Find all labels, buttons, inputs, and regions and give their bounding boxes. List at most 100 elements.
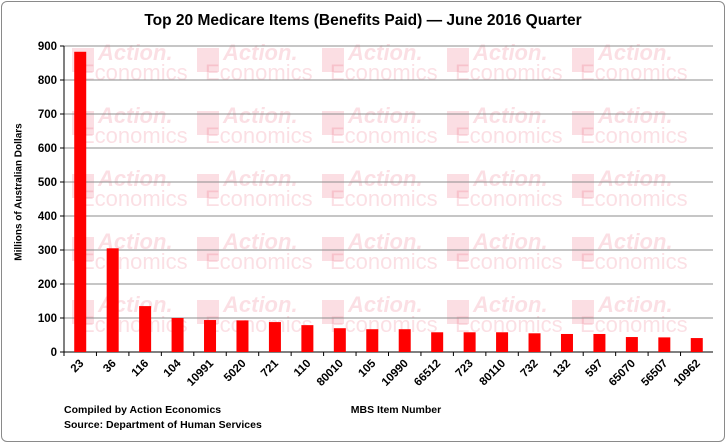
watermark-text-economics: Economics [330, 186, 438, 211]
watermark-logo [447, 111, 469, 135]
watermark-text-action: Action. [597, 40, 673, 65]
watermark-text-action: Action. [222, 103, 298, 128]
compiled-by-note: Compiled by Action Economics [64, 404, 222, 416]
bar [139, 306, 152, 352]
watermark-text-action: Action. [347, 103, 423, 128]
watermark-text-action: Action. [347, 40, 423, 65]
y-tick-label: 800 [38, 75, 57, 87]
watermark-text-action: Action. [97, 166, 173, 191]
x-tick-label: 116 [130, 358, 152, 380]
watermark-text-economics: Economics [330, 249, 438, 274]
y-tick-label: 400 [38, 211, 57, 223]
x-tick-label: 56507 [639, 358, 670, 389]
bar [106, 248, 119, 352]
watermark-text-action: Action. [347, 166, 423, 191]
x-tick-label: 132 [551, 358, 573, 380]
bar [496, 332, 509, 352]
watermark-text-economics: Economics [330, 312, 438, 337]
watermark-logo [197, 237, 219, 261]
watermark-text-economics: Economics [80, 60, 188, 85]
y-tick-label: 300 [38, 245, 57, 257]
x-tick-label: 732 [519, 358, 541, 380]
watermark-text-action: Action. [347, 292, 423, 317]
x-tick-label: 80110 [478, 358, 509, 389]
watermark-text-action: Action. [597, 292, 673, 317]
watermark-text-economics: Economics [205, 60, 313, 85]
x-tick-label: 66512 [412, 358, 443, 389]
watermark-text-economics: Economics [80, 312, 188, 337]
watermark-text-economics: Economics [455, 249, 563, 274]
watermark-logo [572, 237, 594, 261]
watermark-text-economics: Economics [80, 186, 188, 211]
watermark-text-economics: Economics [455, 60, 563, 85]
watermark-text-action: Action. [472, 40, 548, 65]
y-tick-label: 600 [38, 143, 57, 155]
bar [204, 320, 217, 352]
bar [658, 337, 671, 352]
x-tick-label: 721 [259, 357, 281, 379]
chart-title: Top 20 Medicare Items (Benefits Paid) — … [144, 12, 582, 29]
watermark-text-action: Action. [222, 40, 298, 65]
watermark-text-economics: Economics [205, 186, 313, 211]
watermark-text-economics: Economics [80, 123, 188, 148]
bar [690, 338, 703, 352]
watermark-text-economics: Economics [580, 312, 688, 337]
bar [398, 329, 411, 352]
x-tick-label: 65070 [607, 358, 638, 389]
watermark-text-economics: Economics [80, 249, 188, 274]
watermark-logo [447, 237, 469, 261]
watermark-text-economics: Economics [205, 123, 313, 148]
bar [528, 333, 541, 352]
watermark-text-action: Action. [97, 40, 173, 65]
watermark-logo [572, 48, 594, 72]
watermark-text-action: Action. [472, 166, 548, 191]
bar [431, 332, 444, 352]
watermark-logo [572, 111, 594, 135]
y-tick-label: 100 [38, 313, 57, 325]
watermark-text-economics: Economics [205, 312, 313, 337]
watermark-logo [322, 48, 344, 72]
watermark-text-economics: Economics [580, 123, 688, 148]
y-tick-label: 500 [38, 177, 57, 189]
x-tick-label: 104 [162, 357, 184, 379]
watermark-logo [447, 48, 469, 72]
y-tick-label: 0 [51, 347, 57, 359]
watermark-text-economics: Economics [330, 123, 438, 148]
watermark-text-action: Action. [597, 103, 673, 128]
watermark-logo [197, 48, 219, 72]
bar [625, 337, 638, 352]
watermark-logo [322, 111, 344, 135]
x-tick-label: 80010 [315, 358, 346, 389]
x-tick-label: 597 [583, 358, 605, 380]
watermark-text-action: Action. [222, 292, 298, 317]
watermark-logo [322, 237, 344, 261]
y-tick-label: 700 [38, 109, 57, 121]
watermark-text-action: Action. [472, 103, 548, 128]
x-tick-label: 105 [356, 357, 378, 379]
watermark-logo [572, 174, 594, 198]
x-tick-label: 10991 [185, 357, 217, 389]
x-tick-label: 10962 [672, 358, 703, 389]
watermark-text-economics: Economics [580, 60, 688, 85]
y-tick-label: 900 [38, 41, 57, 53]
bar [301, 325, 314, 352]
x-tick-label: 5020 [222, 358, 249, 385]
bar [560, 333, 573, 352]
source-note: Source: Department of Human Services [64, 419, 262, 431]
watermark-text-economics: Economics [205, 249, 313, 274]
watermark-text-action: Action. [597, 166, 673, 191]
bar [463, 332, 476, 352]
watermark-text-economics: Economics [455, 186, 563, 211]
bar [333, 328, 346, 352]
bar [366, 329, 379, 352]
watermark-text-economics: Economics [330, 60, 438, 85]
x-tick-label: 36 [101, 358, 119, 376]
bar [268, 322, 281, 352]
bar [593, 333, 606, 352]
bar [236, 320, 249, 352]
watermark-text-action: Action. [472, 292, 548, 317]
watermark-logo [197, 174, 219, 198]
bar [74, 51, 87, 352]
